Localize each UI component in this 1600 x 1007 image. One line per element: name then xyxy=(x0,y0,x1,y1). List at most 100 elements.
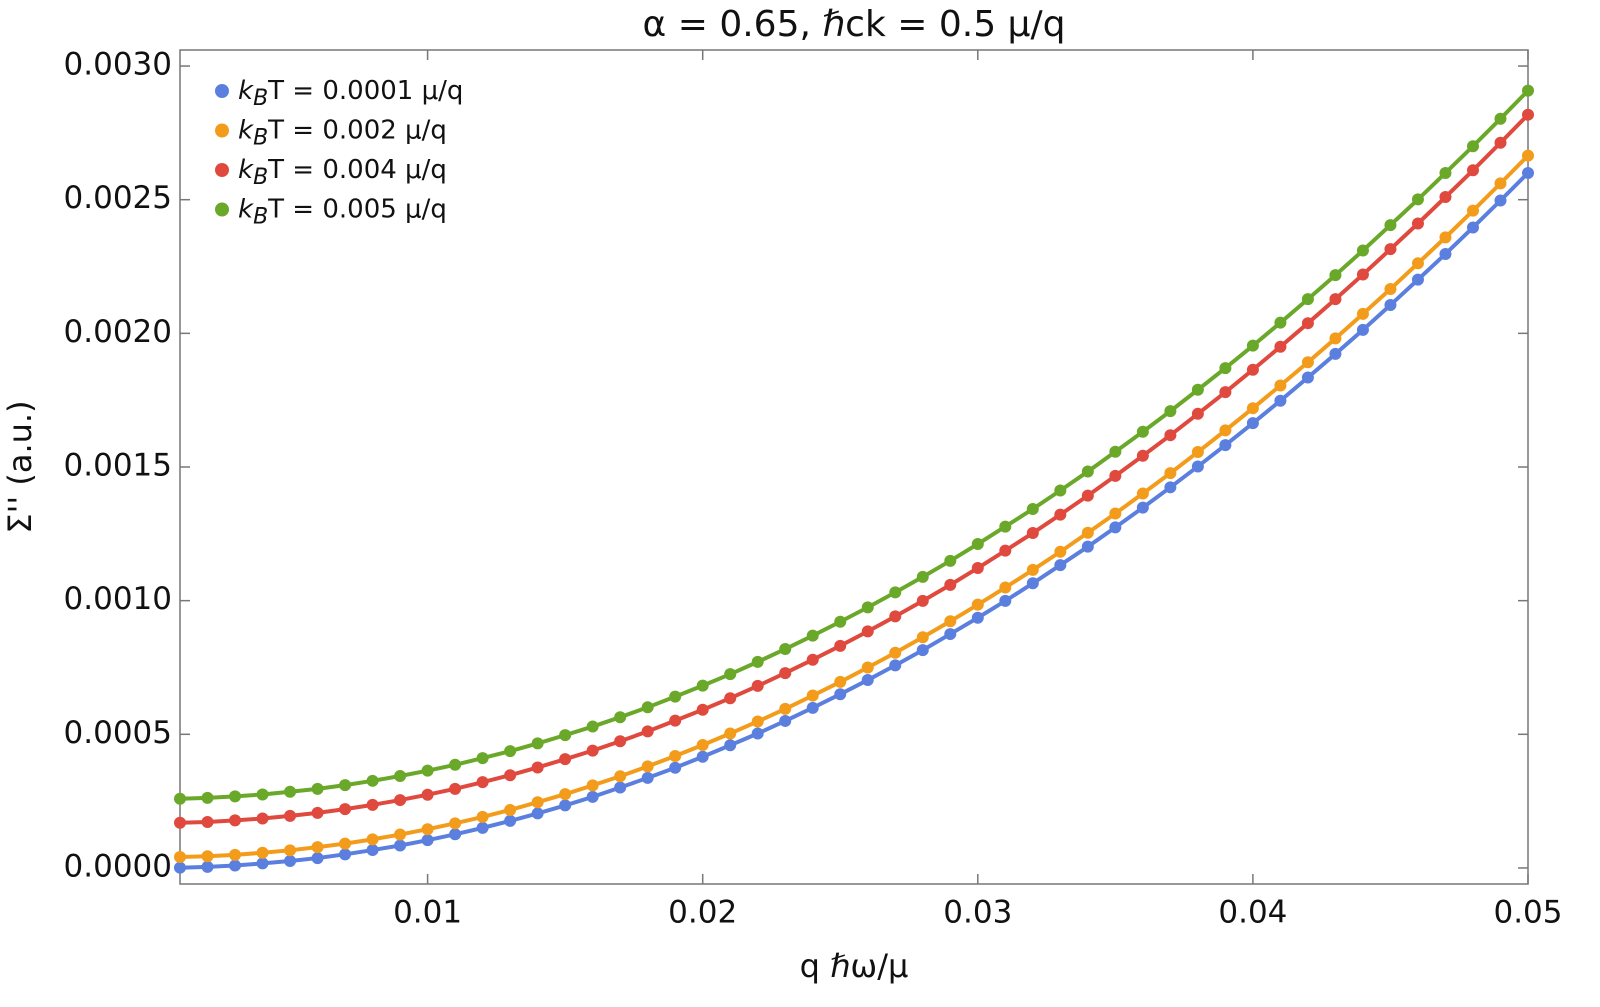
data-point xyxy=(944,554,957,567)
data-point xyxy=(1164,467,1177,480)
data-point xyxy=(669,690,682,703)
data-point xyxy=(1301,356,1314,369)
data-point xyxy=(1466,164,1479,177)
data-point xyxy=(751,655,764,668)
data-point xyxy=(1522,108,1534,121)
data-point xyxy=(1522,149,1534,162)
data-point xyxy=(1026,563,1039,576)
data-point xyxy=(1191,446,1204,459)
data-point xyxy=(256,812,269,825)
y-tick-label: 0.0010 xyxy=(64,581,172,617)
data-point xyxy=(1494,136,1507,149)
data-point xyxy=(1109,469,1122,482)
data-point xyxy=(174,851,186,864)
data-point xyxy=(1384,243,1397,256)
y-axis-label: Σ'' (a.u.) xyxy=(1,400,39,533)
data-point xyxy=(916,631,929,644)
data-point xyxy=(1274,340,1287,353)
data-point xyxy=(256,857,269,870)
data-point xyxy=(531,761,544,774)
data-point xyxy=(229,859,242,872)
data-point xyxy=(449,758,462,771)
data-point xyxy=(311,782,324,795)
data-point xyxy=(861,661,874,674)
data-point xyxy=(284,844,297,857)
data-point xyxy=(1494,112,1507,125)
data-point xyxy=(1466,140,1479,153)
data-point xyxy=(861,674,874,687)
data-point xyxy=(1411,217,1424,230)
data-point xyxy=(394,794,407,807)
data-point xyxy=(916,644,929,657)
data-point xyxy=(586,779,599,792)
data-point xyxy=(944,615,957,628)
data-point xyxy=(779,702,792,715)
data-point xyxy=(1384,282,1397,295)
x-tick-label: 0.02 xyxy=(668,895,737,931)
data-point xyxy=(559,753,572,766)
data-point xyxy=(504,814,517,827)
data-point xyxy=(421,764,434,777)
data-point xyxy=(641,760,654,773)
data-point xyxy=(724,727,737,740)
data-point xyxy=(586,744,599,757)
data-point xyxy=(504,803,517,816)
data-point xyxy=(559,799,572,812)
data-point xyxy=(449,817,462,830)
data-point xyxy=(1384,299,1397,312)
data-point xyxy=(724,739,737,752)
data-point xyxy=(1081,489,1094,502)
data-point xyxy=(311,852,324,865)
data-point xyxy=(696,739,709,751)
data-point xyxy=(174,861,186,874)
legend-label: kBT = 0.004 μ/q xyxy=(238,155,447,191)
data-point xyxy=(889,659,902,672)
data-point xyxy=(311,841,324,854)
data-point xyxy=(861,601,874,614)
data-point xyxy=(174,792,186,805)
legend-marker xyxy=(215,163,229,177)
data-point xyxy=(999,581,1012,594)
data-point xyxy=(889,610,902,623)
data-point xyxy=(366,774,379,787)
data-point xyxy=(531,796,544,809)
data-point xyxy=(1081,526,1094,539)
data-point xyxy=(366,833,379,846)
data-point xyxy=(1466,221,1479,234)
y-tick-label: 0.0025 xyxy=(64,180,172,216)
data-point xyxy=(256,788,269,801)
data-point xyxy=(999,520,1012,533)
data-point xyxy=(201,850,214,863)
data-point xyxy=(1081,540,1094,553)
data-point xyxy=(339,779,352,792)
data-point xyxy=(504,769,517,782)
data-point xyxy=(1219,362,1232,375)
data-point xyxy=(394,828,407,841)
legend-label: kBT = 0.0001 μ/q xyxy=(238,76,463,112)
data-point xyxy=(806,701,819,714)
data-point xyxy=(806,689,819,702)
data-point xyxy=(229,848,242,861)
x-tick-label: 0.03 xyxy=(943,895,1012,931)
data-point xyxy=(339,837,352,850)
data-point xyxy=(889,586,902,599)
data-point xyxy=(1219,386,1232,399)
x-axis-label: q ℏω/μ xyxy=(800,947,909,985)
data-point xyxy=(1274,379,1287,392)
data-point xyxy=(971,598,984,611)
data-point xyxy=(1081,465,1094,478)
data-point xyxy=(1329,332,1342,345)
data-point xyxy=(1219,424,1232,437)
data-point xyxy=(1329,269,1342,282)
data-point xyxy=(531,807,544,820)
data-point xyxy=(421,823,434,836)
data-point xyxy=(559,729,572,742)
y-tick-label: 0.0020 xyxy=(64,314,172,350)
data-point xyxy=(1439,231,1452,244)
data-point xyxy=(421,834,434,847)
data-point xyxy=(449,828,462,841)
data-point xyxy=(1054,508,1067,521)
data-point xyxy=(1411,193,1424,206)
data-point xyxy=(1136,487,1149,500)
